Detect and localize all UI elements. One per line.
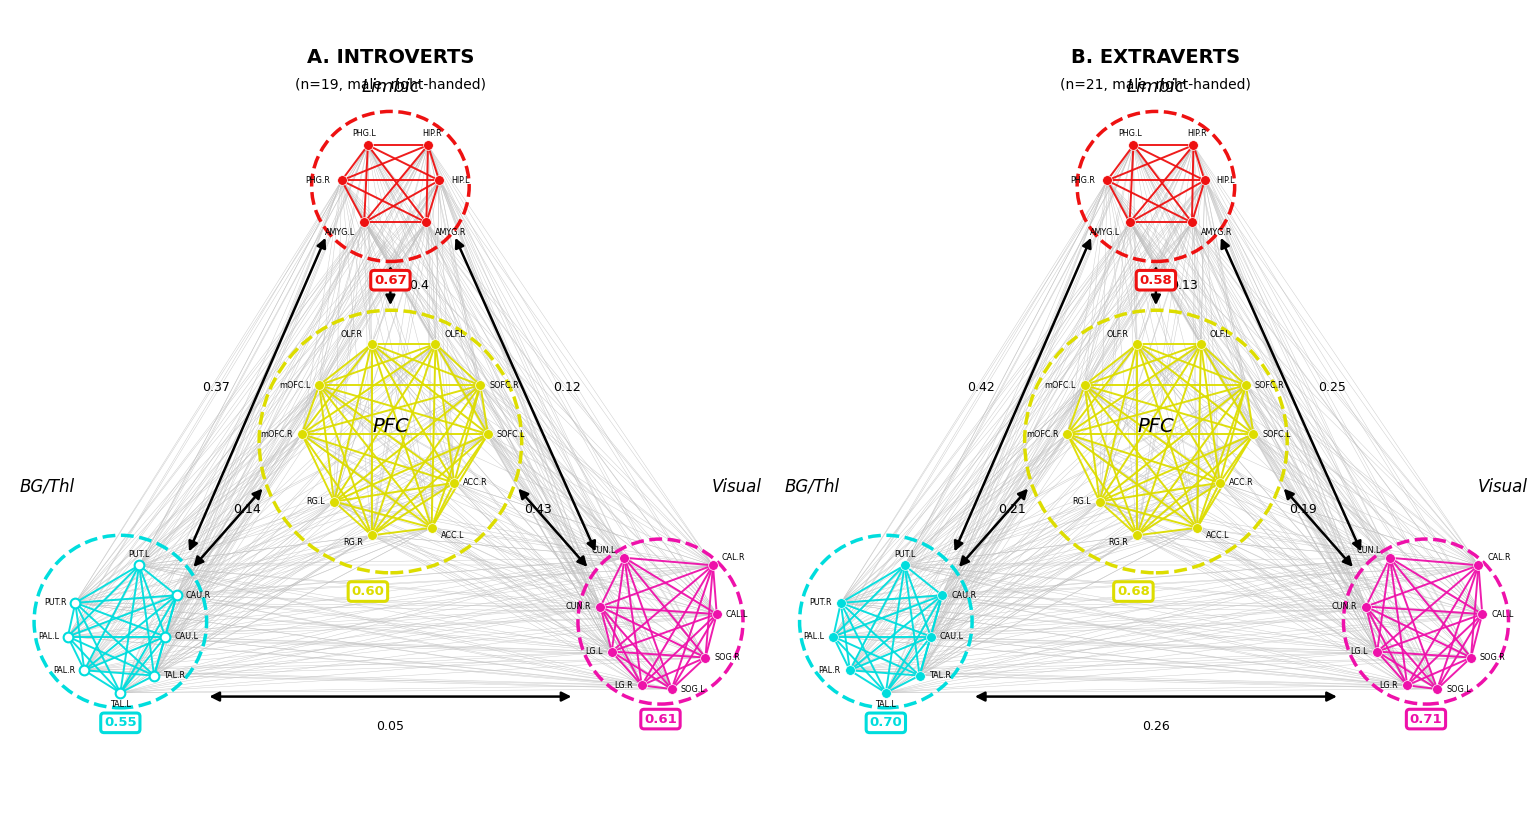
Text: 0.42: 0.42 xyxy=(968,380,995,393)
Text: RG.R: RG.R xyxy=(1108,538,1128,547)
Text: LG.L: LG.L xyxy=(1350,647,1369,656)
Text: LG.R: LG.R xyxy=(1379,681,1398,690)
Text: SOG.R: SOG.R xyxy=(1480,653,1505,662)
Text: mOFC.L: mOFC.L xyxy=(279,381,311,390)
Text: CAU.L: CAU.L xyxy=(940,632,965,641)
Text: 0.68: 0.68 xyxy=(1118,585,1150,598)
Text: CAL.L: CAL.L xyxy=(1491,610,1514,619)
Text: 0.67: 0.67 xyxy=(374,274,407,286)
Text: 0.13: 0.13 xyxy=(1171,279,1199,292)
Text: TAL.L: TAL.L xyxy=(110,700,130,709)
Text: 0.19: 0.19 xyxy=(1289,503,1317,515)
Text: Limbic: Limbic xyxy=(361,78,419,96)
Text: 0.21: 0.21 xyxy=(998,503,1026,515)
Text: PUT.R: PUT.R xyxy=(44,598,66,607)
Text: RG.R: RG.R xyxy=(343,538,363,547)
Text: SOG.L: SOG.L xyxy=(681,685,706,694)
Text: BG/Thl: BG/Thl xyxy=(784,477,839,495)
Text: 0.61: 0.61 xyxy=(645,713,677,726)
Text: PHG.L: PHG.L xyxy=(1118,128,1142,137)
Text: CAL.R: CAL.R xyxy=(723,553,746,562)
Text: RG.L: RG.L xyxy=(1072,497,1090,506)
Text: Limbic: Limbic xyxy=(1127,78,1185,96)
Text: PFC: PFC xyxy=(1138,417,1174,436)
Text: ACC.R: ACC.R xyxy=(1229,478,1254,487)
Text: OLF.L: OLF.L xyxy=(444,331,465,339)
Text: TAL.L: TAL.L xyxy=(876,700,896,709)
Text: PAL.R: PAL.R xyxy=(54,666,75,675)
Text: PUT.L: PUT.L xyxy=(129,550,150,559)
Text: PAL.R: PAL.R xyxy=(819,666,841,675)
Text: mOFC.R: mOFC.R xyxy=(260,430,292,439)
Text: AMYG.L: AMYG.L xyxy=(1090,229,1121,238)
Text: CAL.L: CAL.L xyxy=(726,610,749,619)
Text: 0.60: 0.60 xyxy=(352,585,384,598)
Text: 0.12: 0.12 xyxy=(553,380,580,393)
Text: TAL.R: TAL.R xyxy=(164,671,185,680)
Text: Visual: Visual xyxy=(712,477,762,495)
Text: CUN.R: CUN.R xyxy=(1332,602,1356,611)
Text: PHG.R: PHG.R xyxy=(305,176,329,185)
Text: SOFC.R: SOFC.R xyxy=(1255,381,1285,390)
Text: mOFC.L: mOFC.L xyxy=(1044,381,1076,390)
Text: CUN.R: CUN.R xyxy=(566,602,591,611)
Text: HIP.L: HIP.L xyxy=(452,176,470,185)
Text: HIP.R: HIP.R xyxy=(1188,128,1206,137)
Text: 0.43: 0.43 xyxy=(524,503,551,515)
Text: 0.25: 0.25 xyxy=(1318,380,1346,393)
Text: PHG.L: PHG.L xyxy=(352,128,377,137)
Text: PUT.R: PUT.R xyxy=(810,598,831,607)
Text: CAU.R: CAU.R xyxy=(951,591,977,600)
Text: CUN.L: CUN.L xyxy=(1356,546,1381,555)
Text: BG/Thl: BG/Thl xyxy=(18,477,73,495)
Text: ACC.R: ACC.R xyxy=(464,478,488,487)
Text: ACC.L: ACC.L xyxy=(441,531,464,540)
Text: HIP.L: HIP.L xyxy=(1217,176,1236,185)
Text: SOG.R: SOG.R xyxy=(715,653,739,662)
Text: TAL.R: TAL.R xyxy=(929,671,951,680)
Text: LG.R: LG.R xyxy=(614,681,632,690)
Text: B. EXTRAVERTS: B. EXTRAVERTS xyxy=(1072,48,1240,67)
Text: CAU.R: CAU.R xyxy=(185,591,211,600)
Text: RG.L: RG.L xyxy=(306,497,325,506)
Text: 0.14: 0.14 xyxy=(233,503,260,515)
Text: PAL.L: PAL.L xyxy=(804,632,824,641)
Text: 0.55: 0.55 xyxy=(104,716,136,729)
Text: 0.58: 0.58 xyxy=(1139,274,1173,286)
Text: (n=19, male, right-handed): (n=19, male, right-handed) xyxy=(295,77,485,91)
Text: ACC.L: ACC.L xyxy=(1206,531,1229,540)
Text: A. INTROVERTS: A. INTROVERTS xyxy=(306,48,475,67)
Text: 0.37: 0.37 xyxy=(202,380,230,393)
Text: OLF.R: OLF.R xyxy=(341,331,363,339)
Text: 0.71: 0.71 xyxy=(1410,713,1442,726)
Text: SOFC.L: SOFC.L xyxy=(1263,430,1291,439)
Text: SOFC.R: SOFC.R xyxy=(490,381,519,390)
Text: OLF.R: OLF.R xyxy=(1107,331,1128,339)
Text: PUT.L: PUT.L xyxy=(894,550,916,559)
Text: CAU.L: CAU.L xyxy=(175,632,199,641)
Text: PFC: PFC xyxy=(372,417,409,436)
Text: PHG.R: PHG.R xyxy=(1070,176,1095,185)
Text: SOFC.L: SOFC.L xyxy=(498,430,525,439)
Text: CAL.R: CAL.R xyxy=(1488,553,1511,562)
Text: AMYG.R: AMYG.R xyxy=(1200,229,1232,238)
Text: 0.05: 0.05 xyxy=(377,720,404,733)
Text: 0.4: 0.4 xyxy=(409,279,429,292)
Text: 0.70: 0.70 xyxy=(870,716,902,729)
Text: HIP.R: HIP.R xyxy=(423,128,441,137)
Text: AMYG.L: AMYG.L xyxy=(325,229,355,238)
Text: mOFC.R: mOFC.R xyxy=(1026,430,1058,439)
Text: 0.26: 0.26 xyxy=(1142,720,1170,733)
Text: SOG.L: SOG.L xyxy=(1447,685,1471,694)
Text: (n=21, male, right-handed): (n=21, male, right-handed) xyxy=(1061,77,1251,91)
Text: Visual: Visual xyxy=(1477,477,1528,495)
Text: AMYG.R: AMYG.R xyxy=(435,229,467,238)
Text: PAL.L: PAL.L xyxy=(38,632,58,641)
Text: OLF.L: OLF.L xyxy=(1209,331,1231,339)
Text: CUN.L: CUN.L xyxy=(591,546,615,555)
Text: LG.L: LG.L xyxy=(585,647,603,656)
